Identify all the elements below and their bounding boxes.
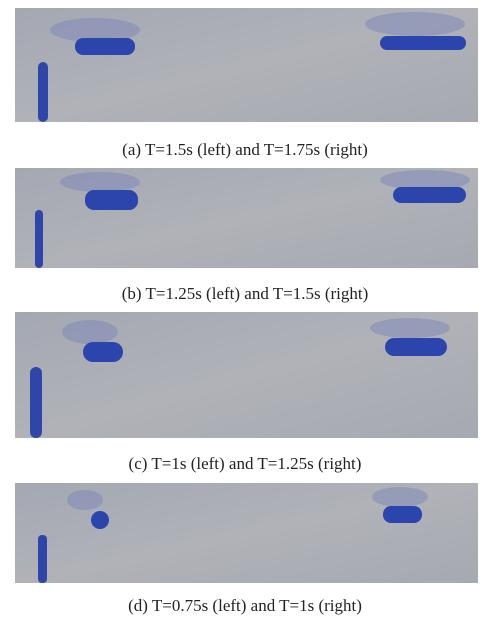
caption: (a) T=1.5s (left) and T=1.75s (right) bbox=[122, 140, 368, 159]
photo-d bbox=[15, 483, 478, 583]
caption: (b) T=1.25s (left) and T=1.5s (right) bbox=[122, 284, 369, 303]
photo-c bbox=[15, 312, 478, 438]
caption: (d) T=0.75s (left) and T=1s (right) bbox=[128, 596, 362, 615]
photo-a bbox=[15, 8, 478, 122]
figure: (a) T=1.5s (left) and T=1.75s (right) (b… bbox=[0, 0, 491, 621]
photo-b bbox=[15, 168, 478, 268]
caption: (c) T=1s (left) and T=1.25s (right) bbox=[129, 454, 362, 473]
